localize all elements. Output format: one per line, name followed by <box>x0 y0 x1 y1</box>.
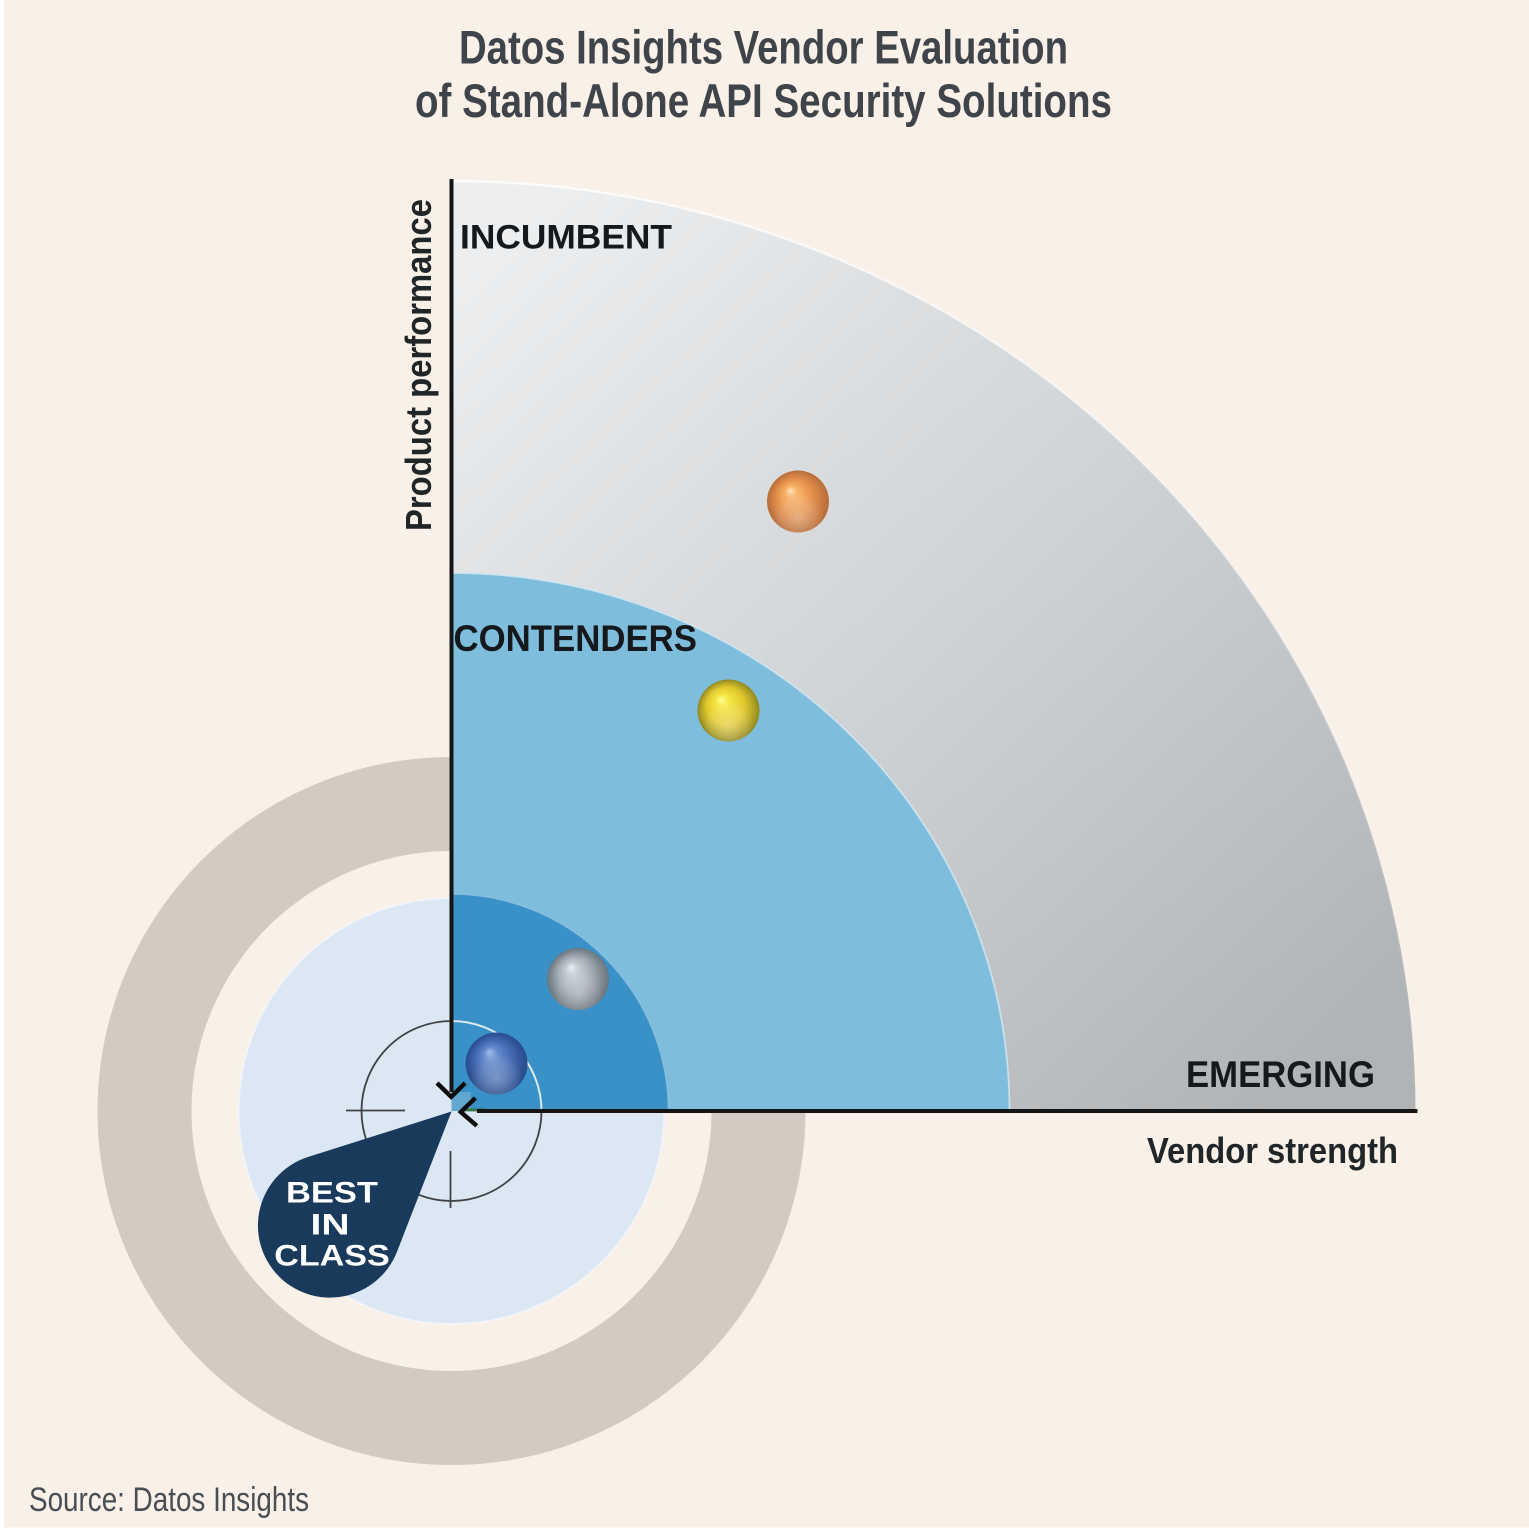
svg-text:BEST: BEST <box>286 1177 378 1210</box>
svg-text:CLASS: CLASS <box>274 1240 390 1273</box>
svg-text:Product performance: Product performance <box>398 199 439 531</box>
svg-text:IN: IN <box>311 1209 350 1242</box>
svg-text:of Stand-Alone API Security So: of Stand-Alone API Security Solutions <box>415 74 1112 127</box>
svg-text:INCUMBENT: INCUMBENT <box>460 219 672 257</box>
svg-text:Source: Datos Insights: Source: Datos Insights <box>29 1481 309 1519</box>
svg-text:Datos Insights Vendor Evaluati: Datos Insights Vendor Evaluation <box>459 21 1068 74</box>
svg-text:EMERGING: EMERGING <box>1186 1054 1375 1095</box>
svg-text:Vendor strength: Vendor strength <box>1147 1130 1398 1171</box>
svg-text:CONTENDERS: CONTENDERS <box>454 617 698 659</box>
